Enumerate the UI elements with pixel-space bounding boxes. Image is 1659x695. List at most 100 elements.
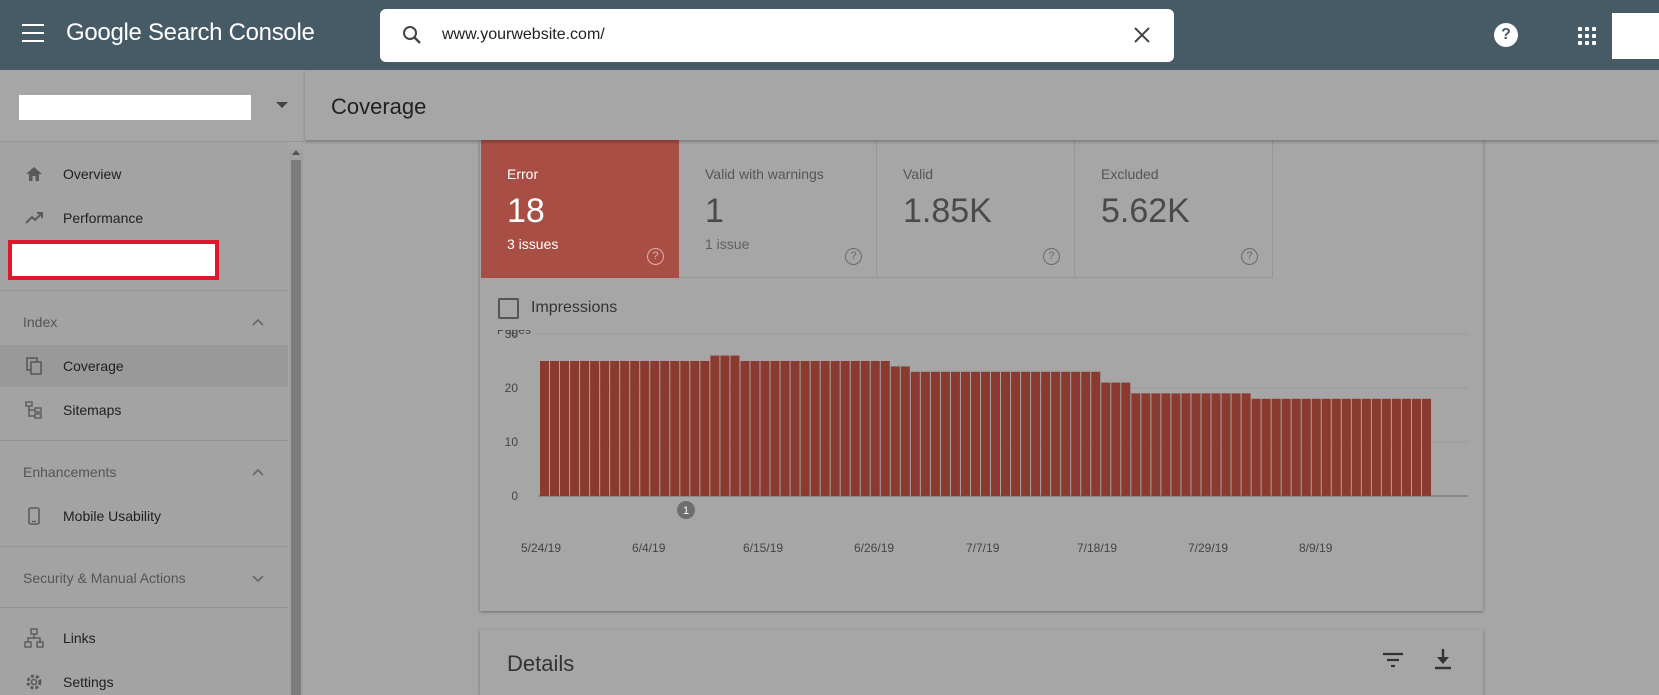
section-enhancements[interactable]: Enhancements — [0, 452, 288, 492]
sidebar-item-overview[interactable]: Overview — [0, 153, 288, 195]
tile-label: Valid — [903, 166, 934, 182]
chart-bar — [650, 361, 660, 496]
page-header: Coverage — [305, 70, 1659, 140]
account-avatar[interactable] — [1612, 13, 1659, 59]
details-title: Details — [507, 651, 575, 676]
chart-bar — [970, 371, 980, 496]
scroll-up-icon[interactable] — [292, 150, 300, 155]
sidebar-item-coverage[interactable]: Coverage — [0, 345, 288, 387]
sidebar: Overview Performance Index Coverage Site… — [0, 70, 304, 695]
sidebar-item-links[interactable]: Links — [0, 617, 288, 659]
chart-bar — [1091, 371, 1101, 496]
chart-bar — [1261, 398, 1271, 496]
chart-bar — [840, 361, 850, 496]
download-icon[interactable] — [1430, 646, 1456, 672]
app-logo[interactable]: Google Search Console — [66, 19, 315, 47]
chart-bar — [870, 361, 880, 496]
chart-bar — [700, 361, 710, 496]
tile-excluded[interactable]: Excluded 5.62K ? — [1075, 140, 1273, 278]
sidebar-item-settings[interactable]: Settings — [0, 661, 288, 695]
x-tick-label: 7/7/19 — [966, 541, 1000, 555]
chart-bar — [1031, 371, 1041, 496]
chevron-up-icon[interactable] — [252, 466, 264, 478]
chart-bar — [1361, 398, 1371, 496]
sidebar-item-label: Coverage — [63, 358, 124, 374]
chart-bar — [790, 361, 800, 496]
sidebar-item-label: Links — [63, 630, 96, 646]
chart-bar — [950, 371, 960, 496]
x-tick-label: 7/29/19 — [1188, 541, 1228, 555]
chart-bar — [1111, 382, 1121, 496]
close-icon[interactable] — [1130, 23, 1154, 47]
property-selector[interactable] — [19, 95, 251, 120]
chart-bar — [1331, 398, 1341, 496]
tile-value: 5.62K — [1101, 192, 1190, 230]
y-axis-title: Pages — [497, 330, 531, 337]
y-tick-label: 30 — [505, 330, 519, 341]
chart-bar — [1421, 398, 1431, 496]
sidebar-item-mobile-usability[interactable]: Mobile Usability — [0, 495, 288, 537]
chart-bar — [1381, 398, 1391, 496]
sidebar-scrollbar[interactable] — [289, 150, 303, 695]
chart-bar — [1131, 393, 1141, 496]
chevron-down-icon[interactable] — [252, 572, 264, 584]
sidebar-item-label: Settings — [63, 674, 114, 690]
y-tick-label: 10 — [505, 435, 519, 449]
x-tick-label: 7/18/19 — [1077, 541, 1117, 555]
tile-subtext: 3 issues — [507, 236, 559, 252]
section-label: Index — [23, 314, 58, 330]
chart-bar — [880, 361, 890, 496]
chart-bar — [770, 361, 780, 496]
help-icon[interactable]: ? — [845, 248, 862, 265]
impressions-label: Impressions — [531, 299, 618, 316]
chart-bar — [1061, 371, 1071, 496]
chart-bar — [1101, 382, 1111, 496]
filter-icon[interactable] — [1380, 650, 1406, 670]
chart-bar — [1241, 393, 1251, 496]
section-index[interactable]: Index — [0, 302, 288, 342]
chart-bar — [940, 371, 950, 496]
help-icon[interactable]: ? — [1494, 23, 1518, 47]
tile-valid-with-warnings[interactable]: Valid with warnings 1 1 issue ? — [679, 140, 877, 278]
chart-bar — [830, 361, 840, 496]
sidebar-item-label: Mobile Usability — [63, 508, 162, 524]
search-bar[interactable]: www.yourwebsite.com/ — [380, 9, 1174, 62]
trending-icon — [25, 212, 43, 224]
chart-bar — [910, 371, 920, 496]
help-icon[interactable]: ? — [1043, 248, 1060, 265]
search-icon[interactable] — [400, 23, 424, 47]
sidebar-item-label: Sitemaps — [63, 402, 122, 418]
section-security[interactable]: Security & Manual Actions — [0, 558, 288, 598]
chart-bar — [1311, 398, 1321, 496]
y-tick-label: 0 — [511, 489, 518, 503]
apps-grid-icon[interactable] — [1578, 27, 1596, 45]
sidebar-item-performance[interactable]: Performance — [0, 197, 288, 239]
chevron-up-icon[interactable] — [252, 316, 264, 328]
help-icon[interactable]: ? — [1241, 248, 1258, 265]
chart-bar — [1281, 398, 1291, 496]
chart-bar — [1011, 371, 1021, 496]
menu-icon[interactable] — [22, 24, 46, 44]
sidebar-item-sitemaps[interactable]: Sitemaps — [0, 389, 288, 431]
chart-bar — [900, 366, 910, 496]
tile-error[interactable]: Error 18 3 issues ? — [481, 140, 679, 278]
chart-bar — [1151, 393, 1161, 496]
tile-valid[interactable]: Valid 1.85K ? — [877, 140, 1075, 278]
scroll-thumb[interactable] — [291, 160, 301, 695]
coverage-icon — [26, 357, 42, 375]
chart-bar — [1371, 398, 1381, 496]
chart-bar — [1021, 371, 1031, 496]
phone-icon — [28, 507, 40, 525]
chart-bar — [560, 361, 570, 496]
chart-bar — [550, 361, 560, 496]
tile-label: Excluded — [1101, 166, 1159, 182]
impressions-checkbox[interactable] — [498, 298, 519, 319]
chart-bar — [1391, 398, 1401, 496]
divider — [0, 440, 288, 441]
help-icon[interactable]: ? — [647, 248, 664, 265]
search-input[interactable]: www.yourwebsite.com/ — [442, 26, 605, 43]
chart-bar — [1071, 371, 1081, 496]
chevron-down-icon[interactable] — [276, 102, 288, 108]
chart-bar — [1231, 393, 1241, 496]
sidebar-item-label: Performance — [63, 210, 144, 226]
